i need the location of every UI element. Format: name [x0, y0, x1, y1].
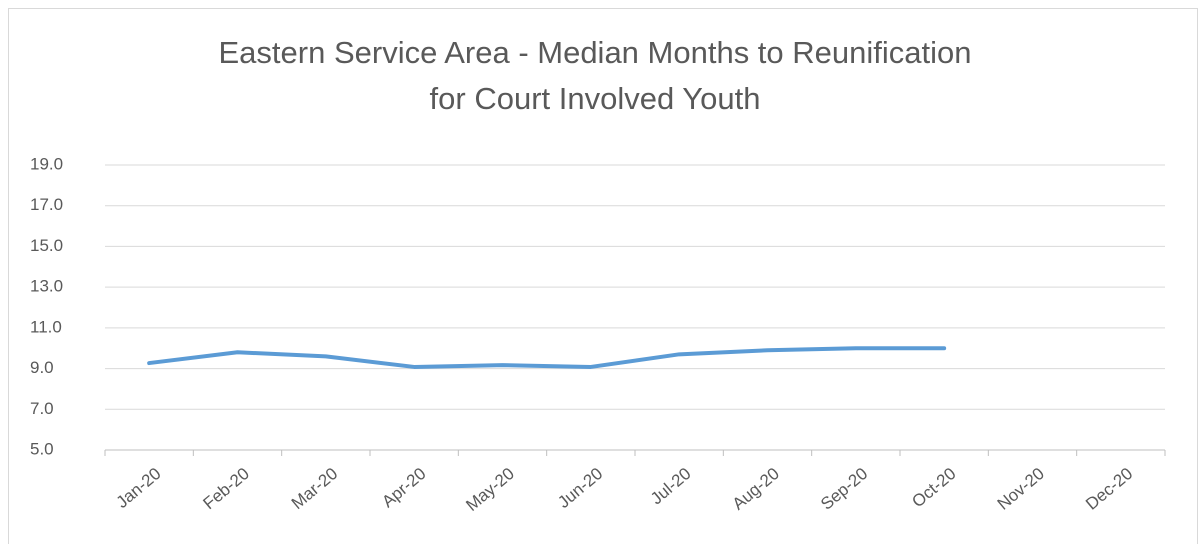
x-tick-label: Jan-20	[113, 464, 165, 512]
line-series	[147, 346, 947, 369]
chart-title: Eastern Service Area - Median Months to …	[218, 35, 972, 116]
x-tick-label: Dec-20	[1082, 464, 1136, 514]
x-tick-label: Oct-20	[908, 464, 959, 511]
y-tick-label: 19.0	[30, 154, 63, 173]
x-tick-label: Jun-20	[554, 464, 606, 512]
x-tick-label: Sep-20	[817, 464, 871, 514]
y-tick-label: 9.0	[30, 358, 54, 377]
y-tick-label: 5.0	[30, 439, 54, 458]
y-tick-label: 11.0	[30, 317, 62, 336]
x-tick-label: Feb-20	[199, 464, 252, 513]
x-tick-label: Jul-20	[647, 464, 695, 508]
x-tick-label: Apr-20	[378, 464, 429, 511]
x-tick-label: Mar-20	[288, 464, 341, 513]
y-tick-label: 15.0	[30, 236, 63, 255]
x-tick-label: Aug-20	[729, 464, 783, 514]
chart-frame	[8, 8, 1198, 544]
x-tick-label: Nov-20	[994, 464, 1048, 514]
x-tick-label: May-20	[462, 464, 518, 515]
y-tick-label: 17.0	[30, 195, 63, 214]
y-tick-label: 13.0	[30, 277, 63, 296]
y-tick-label: 7.0	[30, 399, 54, 418]
